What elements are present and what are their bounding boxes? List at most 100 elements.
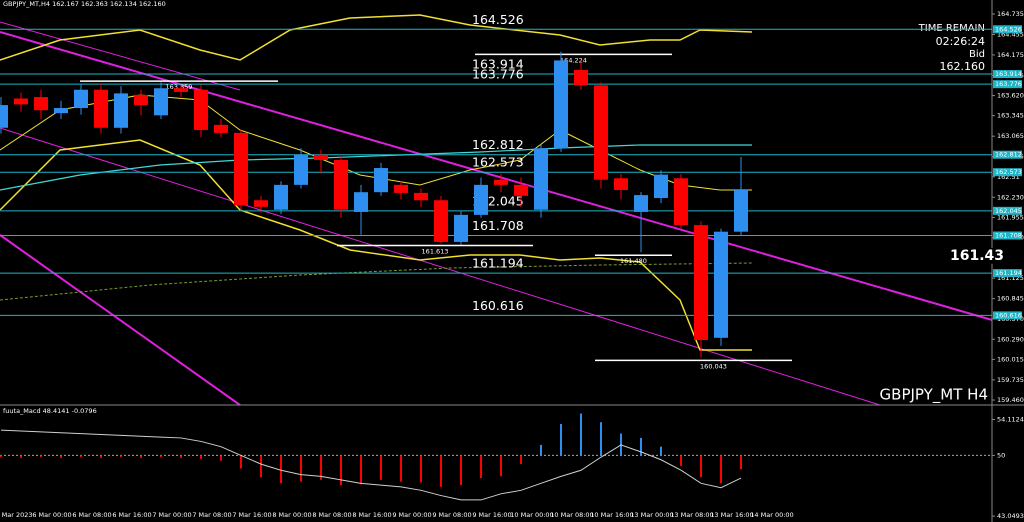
level-tag (993, 168, 1022, 177)
level-tag-label: 162.812 (995, 151, 1022, 159)
candle-body (354, 192, 368, 212)
candle-body (214, 124, 228, 133)
swing-label: 161.480 (620, 257, 647, 265)
level-label: 162.573 (472, 155, 524, 170)
symbol-label: GBPJPY_MT H4 (880, 386, 988, 405)
chart-title: GBPJPY_MT,H4 162.167 162.363 162.134 162… (3, 0, 166, 8)
level-tag (993, 269, 1022, 278)
swing-label: 161.613 (422, 247, 449, 255)
candle-body (294, 154, 308, 185)
candle-body (574, 69, 588, 86)
x-tick-label: 3 Mar 2023 (0, 511, 33, 519)
x-tick-label: 13 Mar 00:00 (630, 511, 673, 519)
candle-body (414, 192, 428, 201)
y-tick-label: 162.51 (997, 173, 1020, 181)
level-tag (993, 80, 1022, 89)
x-tick-label: 6 Mar 08:00 (72, 511, 111, 519)
level-tag (993, 206, 1022, 215)
level-tag (993, 70, 1022, 79)
x-tick-label: 14 Mar 00:00 (750, 511, 793, 519)
x-tick-label: 13 Mar 16:00 (710, 511, 753, 519)
level-tag (993, 311, 1022, 320)
candle-body (694, 225, 708, 341)
y-tick-label: 164.175 (997, 51, 1024, 59)
candle-body (254, 200, 268, 207)
candle-body (434, 200, 448, 242)
x-tick-label: 9 Mar 16:00 (472, 511, 511, 519)
candle-body (614, 178, 628, 190)
indicator-tick-label: 50 (997, 451, 1005, 459)
level-tag (993, 231, 1022, 240)
candle-body (634, 195, 648, 212)
level-tag-label: 160.616 (995, 311, 1022, 319)
y-tick-label: 164.735 (997, 10, 1024, 18)
y-tick-label: 163.345 (997, 112, 1024, 120)
level-label: 161.194 (472, 256, 524, 271)
indicator-title: fuuta_Macd 48.4141 -0.0796 (3, 407, 97, 415)
candle-body (34, 97, 48, 111)
candle-body (14, 98, 28, 105)
band-upper (0, 14, 753, 61)
swing-label: 163.859 (166, 83, 193, 91)
level-label: 163.776 (472, 67, 524, 82)
x-tick-label: 8 Mar 00:00 (272, 511, 311, 519)
level-label: 163.914 (472, 57, 524, 72)
level-label: 161.708 (472, 218, 524, 233)
bid: 162.160 (940, 60, 986, 73)
candle-body (494, 179, 508, 185)
x-tick-label: 6 Mar 00:00 (32, 511, 71, 519)
candle-body (94, 89, 108, 128)
candle-body (234, 132, 248, 206)
level-tag (993, 150, 1022, 159)
y-tick-label: 160.845 (997, 295, 1024, 303)
swing-label: 164.224 (560, 56, 587, 64)
y-tick-label: 160.015 (997, 355, 1024, 363)
level-label: 162.812 (472, 137, 524, 152)
candle-body (594, 85, 608, 180)
y-tick-label: 161.955 (997, 213, 1024, 221)
time-remain-label: TIME REMAIN (918, 23, 985, 34)
trend-line (0, 234, 241, 406)
trend-line (0, 31, 993, 321)
candle-body (654, 174, 668, 199)
indicator-tick-label: 43.0493 (997, 512, 1024, 520)
candle-body (0, 105, 8, 128)
candle-body (514, 184, 528, 196)
candle-body (474, 184, 488, 215)
level-label: 164.526 (472, 12, 524, 27)
level-tag-label: 164.526 (995, 25, 1022, 33)
candle-body (314, 154, 328, 160)
trend-line (0, 21, 241, 91)
moving-average-long (0, 262, 753, 301)
level-tag-label: 162.573 (995, 168, 1022, 176)
trend-line (0, 127, 881, 406)
candle-body (54, 108, 68, 114)
candle-body (394, 184, 408, 193)
candle-body (154, 88, 168, 116)
candle-body (74, 89, 88, 109)
x-tick-label: 13 Mar 08:00 (670, 511, 713, 519)
level-tag-label: 163.914 (995, 70, 1022, 78)
candle-body (734, 189, 748, 232)
y-tick-label: 162.230 (997, 193, 1024, 201)
price-tag (946, 247, 1024, 264)
candle-body (114, 93, 128, 128)
x-tick-label: 7 Mar 16:00 (232, 511, 271, 519)
candle-body (174, 88, 188, 92)
x-tick-label: 10 Mar 00:00 (510, 511, 553, 519)
x-tick-label: 8 Mar 16:00 (352, 511, 391, 519)
y-tick-label: 164.455 (997, 30, 1024, 38)
x-tick-label: 10 Mar 08:00 (550, 511, 593, 519)
y-tick-label: 163.620 (997, 92, 1024, 100)
level-label: 160.616 (472, 298, 524, 313)
candle-body (554, 60, 568, 149)
candle-body (534, 148, 548, 210)
level-tag (993, 25, 1022, 34)
y-tick-label: 159.460 (997, 396, 1024, 404)
swing-label: 160.043 (700, 362, 727, 370)
x-tick-label: 7 Mar 08:00 (192, 511, 231, 519)
band-lower (0, 139, 752, 351)
